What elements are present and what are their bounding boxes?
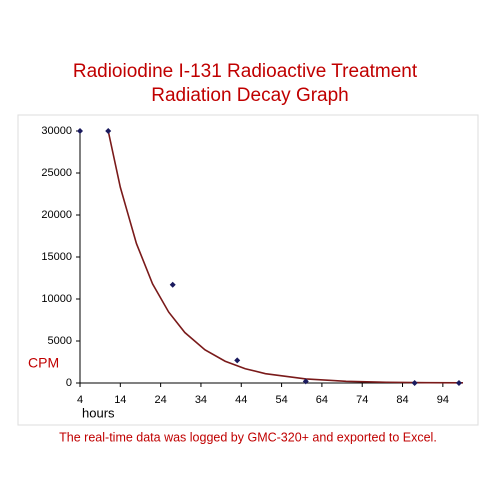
footnote: The real-time data was logged by GMC-320…	[59, 430, 437, 444]
data-point	[105, 128, 112, 134]
x-tick-label: 34	[195, 394, 207, 406]
chart-title: Radioiodine I-131 Radioactive Treatment	[73, 61, 418, 82]
y-tick-label: 15000	[41, 251, 72, 263]
x-tick-label: 4	[77, 394, 83, 406]
x-tick-label: 84	[396, 394, 408, 406]
y-tick-label: 0	[66, 377, 72, 389]
x-tick-label: 44	[235, 394, 247, 406]
data-point	[455, 380, 462, 386]
data-point	[77, 128, 83, 134]
y-tick-label: 5000	[48, 335, 72, 347]
x-tick-label: 74	[356, 394, 368, 406]
x-tick-label: 94	[437, 394, 449, 406]
chart-frame	[17, 114, 479, 426]
x-axis-label: hours	[82, 405, 115, 420]
x-tick-label: 24	[155, 394, 167, 406]
y-tick-label: 10000	[41, 293, 72, 305]
data-point	[302, 378, 309, 385]
y-tick-label: 20000	[41, 209, 72, 221]
y-tick-label: 25000	[41, 167, 72, 179]
data-point	[411, 380, 418, 386]
x-tick-label: 14	[114, 394, 126, 406]
data-point	[169, 281, 176, 288]
chart-subtitle: Radiation Decay Graph	[151, 85, 349, 106]
trendline	[107, 130, 464, 384]
y-axis-label: CPM	[28, 355, 59, 371]
y-tick-label: 30000	[41, 125, 72, 137]
data-point	[234, 357, 241, 364]
x-tick-label: 64	[316, 394, 328, 406]
x-tick-label: 54	[275, 394, 287, 406]
